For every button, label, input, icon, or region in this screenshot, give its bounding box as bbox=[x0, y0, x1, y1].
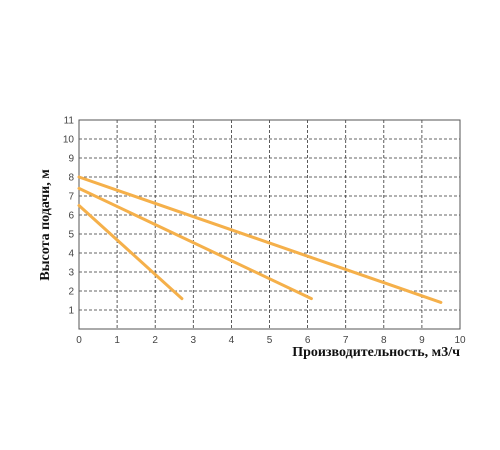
y-tick-labels: 1 2 3 4 5 6 7 8 9 10 11 bbox=[63, 116, 75, 317]
x-tick-label: 0 bbox=[76, 335, 82, 346]
x-tick-label: 8 bbox=[381, 335, 387, 346]
y-tick-label: 3 bbox=[68, 268, 74, 279]
y-tick-label: 9 bbox=[68, 154, 74, 165]
y-tick-label: 10 bbox=[63, 135, 75, 146]
y-tick-label: 2 bbox=[68, 287, 74, 298]
series-line-2 bbox=[77, 186, 313, 301]
y-tick-label: 6 bbox=[68, 211, 74, 222]
y-tick-label: 1 bbox=[68, 306, 74, 317]
x-tick-label: 6 bbox=[305, 335, 311, 346]
x-tick-labels: 0 1 2 3 4 5 6 7 8 9 10 bbox=[76, 335, 466, 346]
y-tick-label: 11 bbox=[64, 116, 75, 127]
x-tick-label: 1 bbox=[114, 335, 120, 346]
y-axis-title: Высота подачи, м bbox=[38, 169, 53, 281]
x-tick-label: 3 bbox=[191, 335, 197, 346]
x-tick-label: 7 bbox=[343, 335, 349, 346]
x-axis-title: Производительность, м3/ч bbox=[292, 345, 460, 360]
series-line-3 bbox=[77, 175, 443, 304]
y-tick-label: 8 bbox=[68, 173, 74, 184]
x-tick-label: 4 bbox=[229, 335, 235, 346]
y-tick-label: 7 bbox=[68, 192, 74, 203]
y-tick-label: 4 bbox=[68, 249, 74, 260]
x-tick-label: 9 bbox=[419, 335, 425, 346]
x-tick-label: 5 bbox=[267, 335, 273, 346]
grid bbox=[79, 120, 460, 329]
x-tick-label: 10 bbox=[454, 335, 466, 346]
y-tick-label: 5 bbox=[68, 230, 74, 241]
plot-frame bbox=[78, 119, 461, 330]
series-line-1 bbox=[77, 204, 184, 301]
x-tick-label: 2 bbox=[152, 335, 158, 346]
series-group bbox=[77, 175, 443, 304]
